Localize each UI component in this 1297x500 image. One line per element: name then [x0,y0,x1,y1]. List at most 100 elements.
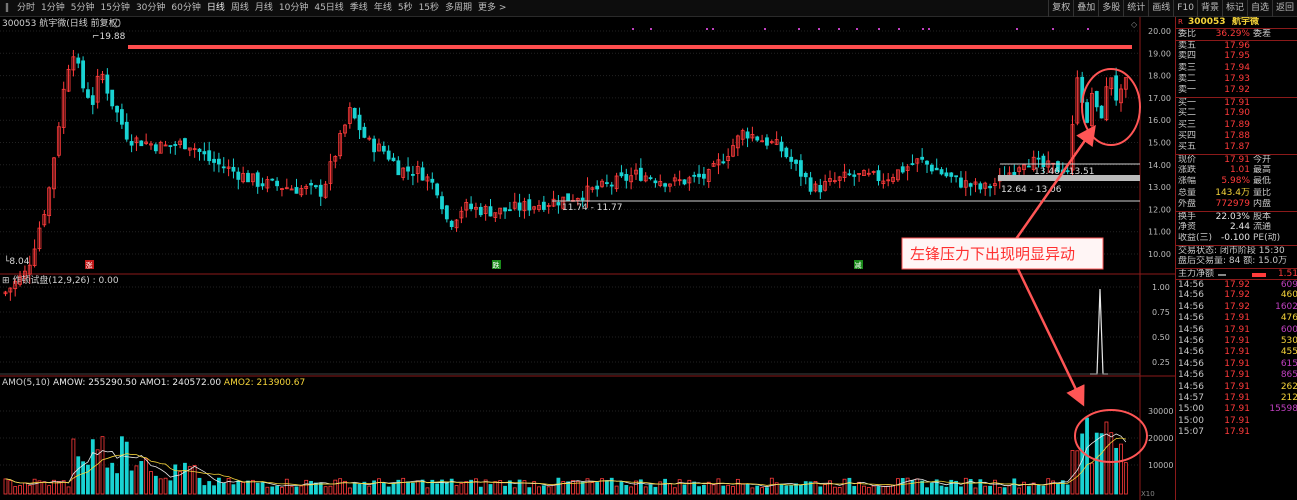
candle-body [963,180,968,188]
candle-body [464,202,469,211]
volume-bar [464,481,469,495]
candle-body [265,179,270,189]
volume-bar [920,480,925,495]
tool-button-8[interactable]: 自选 [1246,0,1272,17]
candle-body [202,151,207,155]
tab-period-15[interactable]: 多周期 [445,2,473,13]
stat-row: 换手 22.03% 股本 [1176,210,1297,222]
tool-button-5[interactable]: F10 [1173,0,1197,17]
tab-period-13[interactable]: 5秒 [397,2,413,13]
tab-period-2[interactable]: 5分钟 [70,2,95,13]
tab-period-11[interactable]: 季线 [349,2,368,13]
tab-period-0[interactable]: 分时 [17,2,36,13]
candle-body [769,141,774,144]
tick-row: 14:56 17.92 460 [1178,290,1297,301]
tab-period-6[interactable]: 日线 [206,2,225,13]
menu-icon[interactable]: ‖ [4,3,10,13]
tab-period-3[interactable]: 15分钟 [100,2,130,13]
volume-bar [294,486,299,495]
volume-bar [585,478,590,495]
tab-period-5[interactable]: 60分钟 [171,2,201,13]
candle-body [682,179,687,185]
volume-bar [231,484,236,495]
candle-body [1114,75,1119,101]
tab-period-4[interactable]: 30分钟 [135,2,166,13]
candle-body [595,185,600,190]
candle-body [862,170,866,176]
tick-row: 14:56 17.91 530 [1178,335,1297,346]
tab-period-16[interactable]: 更多 > [478,2,507,13]
candle-body [493,212,498,218]
candle-body [42,214,47,226]
volume-bar [37,480,42,495]
volume-bar [66,486,71,495]
tab-period-12[interactable]: 年线 [373,2,392,13]
signal-marker-label: 涨 [86,261,93,270]
tool-button-2[interactable]: 多股 [1098,0,1123,17]
tool-button-3[interactable]: 统计 [1123,0,1148,17]
tab-period-8[interactable]: 月线 [254,2,273,13]
tool-button-0[interactable]: 复权 [1048,0,1073,17]
volume-bar [183,462,187,495]
candle-body [105,74,110,94]
chart-area[interactable]: 300053 航宇微(日线 前复权) ◇ 20.00 19.00 18.00 17.00 1… [0,17,1175,500]
candle-body [474,206,478,210]
volume-bar [323,486,328,495]
highlight-circle [1081,68,1141,146]
candle-body [973,181,978,185]
tick-row: 15:00 17.91 [1178,415,1250,426]
signal-dot [650,28,652,30]
tool-button-9[interactable]: 返回 [1271,0,1297,17]
settings-icon[interactable] [111,18,121,28]
volume-bar [959,486,963,495]
tab-period-10[interactable]: 45日线 [314,2,344,13]
tab-period-1[interactable]: 1分钟 [41,2,65,13]
volume-bar [595,482,600,495]
candle-body [1012,172,1017,176]
candle-body [86,89,90,98]
candle-body [76,57,81,64]
volume-bar [818,486,823,495]
tool-button-4[interactable]: 画线 [1148,0,1173,17]
candle-body [469,203,474,210]
candle-body [959,177,963,188]
candle-body [221,166,226,169]
candle-body [745,131,750,139]
tab-period-9[interactable]: 10分钟 [278,2,309,13]
volume-bar [862,485,866,495]
tool-button-7[interactable]: 标记 [1221,0,1247,17]
volume-bar [968,479,973,495]
volume-bar [129,470,134,495]
candle-body [512,201,517,209]
tab-period-7[interactable]: 周线 [230,2,249,13]
candle-body [32,248,37,266]
candle-body [648,177,653,180]
volume-bar [978,479,983,495]
volume-bar [22,482,27,495]
candle-body [435,183,440,196]
signal-dot [922,28,924,30]
candle-body [66,68,71,92]
main-candle-chart[interactable]: 300053 航宇微(日线 前复权) ◇ 20.00 19.00 18.00 17.00 1… [0,17,1175,500]
volume-bar [750,487,755,495]
volume-bar [900,478,905,495]
tab-period-14[interactable]: 15秒 [418,2,440,13]
candle-body [236,171,241,180]
volume-bar [828,480,832,495]
indicator-panel-1[interactable]: ⊞ 作顿试盘(12,9,26) : 0.00 1.00 0.75 0.50 0.25 [0,274,1170,375]
toolbar: ‖ 分时 1分钟 5分钟 15分钟 30分钟 60分钟 日线 周线 月线 10分钟 45日线 季线 年线… [0,0,1297,17]
candle-body [13,281,18,290]
tool-button-1[interactable]: 叠加 [1073,0,1098,17]
signal-marker-label: 减 [855,261,862,270]
volume-bar [546,486,551,495]
low-price-label: └8.04 [4,255,30,267]
indicator1-title: ⊞ 作顿试盘(12,9,26) : 0.00 [2,274,119,286]
candle-body [740,130,745,140]
tool-button-6[interactable]: 背景 [1196,0,1222,17]
volume-panel[interactable]: AMO(5,10) AMOW: 255290.50 AMO1: 240572.0… [0,378,1173,498]
signal-marker [854,260,863,269]
volume-bar [313,482,318,495]
volume-bar [619,481,624,495]
volume-bar [440,479,444,495]
bid-row: 买一 17.91 [1176,96,1297,108]
